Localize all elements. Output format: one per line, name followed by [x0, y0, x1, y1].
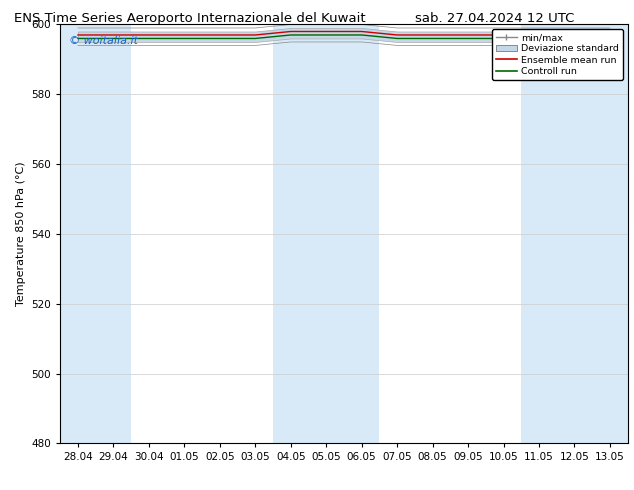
Text: © woitalia.it: © woitalia.it — [68, 36, 138, 46]
Bar — [521, 24, 557, 443]
Bar — [309, 24, 344, 443]
Y-axis label: Temperature 850 hPa (°C): Temperature 850 hPa (°C) — [16, 162, 26, 306]
Bar — [96, 24, 131, 443]
Text: sab. 27.04.2024 12 UTC: sab. 27.04.2024 12 UTC — [415, 12, 574, 25]
Bar — [273, 24, 309, 443]
Text: ENS Time Series Aeroporto Internazionale del Kuwait: ENS Time Series Aeroporto Internazionale… — [15, 12, 366, 25]
Bar — [344, 24, 379, 443]
Bar — [557, 24, 592, 443]
Bar — [60, 24, 96, 443]
Legend: min/max, Deviazione standard, Ensemble mean run, Controll run: min/max, Deviazione standard, Ensemble m… — [492, 29, 623, 80]
Bar — [592, 24, 628, 443]
